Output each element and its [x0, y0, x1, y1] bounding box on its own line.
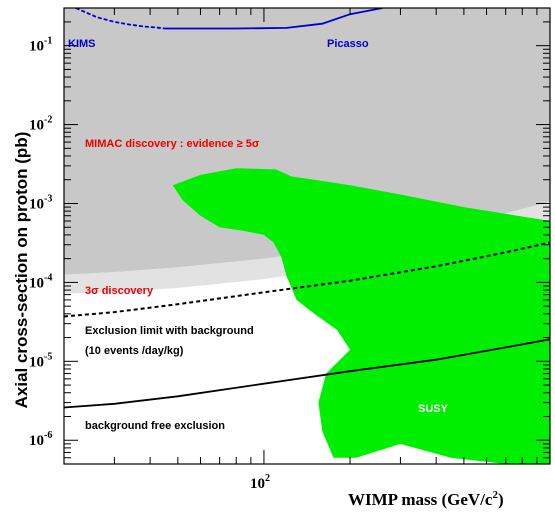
background-free-label: background free exclusion: [85, 420, 225, 432]
x-tick-label-exponent: 2: [265, 473, 270, 484]
x-axis-title-sup: 2: [492, 489, 498, 501]
exclusion-bg-label-line1: Exclusion limit with background: [85, 325, 254, 337]
y-tick-label-base: 10: [29, 196, 44, 212]
x-tick-label: 102: [250, 473, 270, 492]
kims-label: KIMS: [68, 38, 96, 50]
y-tick-label-base: 10: [29, 354, 44, 370]
y-tick-label-exponent: -5: [44, 351, 52, 362]
susy-label: SUSY: [418, 403, 449, 415]
background-free-exclusion-line: [64, 338, 550, 409]
susy-region: [172, 168, 550, 464]
plot-frame: [63, 7, 551, 465]
x-tick-label-base: 10: [250, 476, 265, 492]
y-tick-label-exponent: -4: [44, 272, 52, 283]
picasso-label: Picasso: [327, 38, 369, 50]
mimac-5sigma-label: MIMAC discovery : evidence ≥ 5σ: [85, 138, 260, 150]
annotations: KIMS Picasso MIMAC discovery : evidence …: [68, 38, 449, 432]
exclusion-limit-background-line: [64, 241, 550, 318]
y-tick-label: 10-6: [29, 430, 52, 449]
y-tick-label-base: 10: [29, 39, 44, 55]
picasso-limit-line: [164, 8, 383, 30]
y-tick-label: 10-2: [29, 115, 52, 134]
y-tick-label-exponent: -1: [44, 36, 52, 47]
y-tick-label-exponent: -6: [44, 430, 52, 441]
y-tick-label-exponent: -2: [44, 115, 52, 126]
y-tick-label: 10-5: [29, 351, 52, 370]
plot-area: [64, 8, 550, 464]
y-tick-label-exponent: -3: [44, 193, 52, 204]
y-tick-label-base: 10: [29, 118, 44, 134]
y-tick-label-base: 10: [29, 433, 44, 449]
y-tick-label: 10-4: [29, 272, 52, 291]
exclusion-bg-label-line2: (10 events /day/kg): [85, 345, 184, 357]
y-tick-label: 10-3: [29, 193, 52, 212]
y-tick-label: 10-1: [29, 36, 52, 55]
x-axis-title-main: WIMP mass (GeV/c: [348, 490, 493, 509]
discovery-3sigma-label: 3σ discovery: [85, 285, 154, 297]
y-axis-title: Axial cross-section on proton (pb): [12, 132, 31, 409]
x-axis-title: WIMP mass (GeV/c2): [348, 489, 504, 509]
discovery-3sigma-region: [64, 201, 550, 294]
y-tick-label-base: 10: [29, 275, 44, 291]
kims-limit-line: [75, 8, 165, 30]
x-axis-title-close: ): [498, 490, 504, 509]
